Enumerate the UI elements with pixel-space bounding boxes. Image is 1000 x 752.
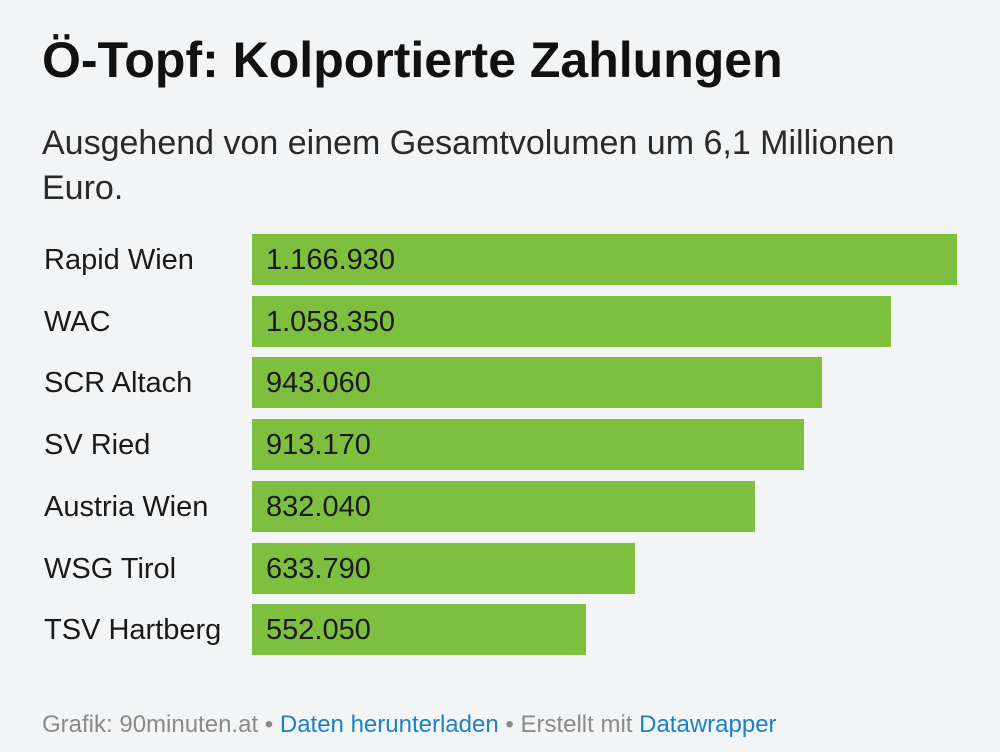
bar-value-label: 1.058.350 <box>266 306 396 338</box>
category-label: SCR Altach <box>44 367 193 399</box>
download-data-link[interactable]: Daten herunterladen <box>279 711 499 738</box>
bar-value-label: 1.166.930 <box>266 244 396 276</box>
bar <box>252 481 755 532</box>
datawrapper-link[interactable]: Datawrapper <box>639 711 777 738</box>
chart-subtitle: Ausgehend von einem Gesamtvolumen um 6,1… <box>42 124 895 207</box>
chart-footer: Grafik: 90minuten.at • Daten herunterlad… <box>42 708 777 742</box>
bar <box>252 234 957 285</box>
category-label: WSG Tirol <box>44 553 177 585</box>
category-label: SV Ried <box>44 429 151 461</box>
bar-value-label: 633.790 <box>266 553 371 585</box>
bar <box>252 543 635 594</box>
category-label: WAC <box>44 306 111 338</box>
bar <box>252 357 822 408</box>
bar <box>252 296 891 347</box>
created-with-text: Erstellt mit <box>520 711 640 738</box>
bar-value-label: 943.060 <box>266 367 371 399</box>
bar-value-label: 552.050 <box>266 614 371 646</box>
footer-separator: • <box>258 711 280 738</box>
bar-value-label: 832.040 <box>266 491 371 523</box>
chart-title: Ö-Topf: Kolportierte Zahlungen <box>42 32 783 88</box>
bar <box>252 419 804 470</box>
bar-value-label: 913.170 <box>266 429 371 461</box>
category-label: Rapid Wien <box>44 244 194 276</box>
source-credit: Grafik: 90minuten.at <box>42 711 259 738</box>
footer-separator: • <box>498 711 521 738</box>
category-label: TSV Hartberg <box>44 614 222 646</box>
category-label: Austria Wien <box>44 491 209 523</box>
bar <box>252 604 586 655</box>
